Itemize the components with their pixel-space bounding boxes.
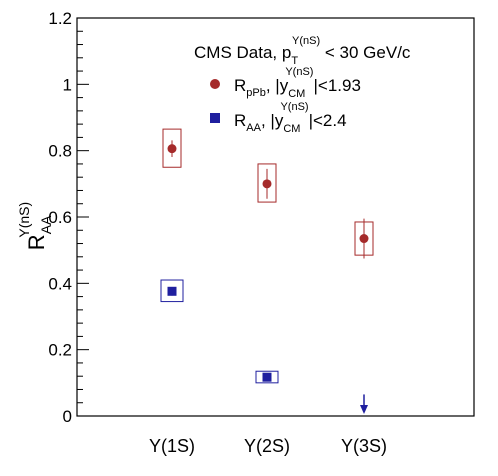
- x-tick-label: Υ(2S): [244, 436, 290, 456]
- legend-1-a-sub: AA: [246, 122, 261, 134]
- chart-title-prefix: CMS Data, p: [194, 43, 291, 62]
- syst-error-box: [257, 163, 277, 203]
- legend-0-b-sub: CM: [288, 88, 305, 100]
- y-tick-label: 0.2: [48, 341, 72, 360]
- legend-1-b-sup: Υ(nS): [280, 101, 308, 113]
- legend-marker-square: [210, 113, 220, 123]
- legend-0-a: R: [234, 76, 246, 95]
- data-point-circle: [359, 234, 369, 244]
- data-point-square: [167, 286, 177, 296]
- x-tick-label: Υ(3S): [341, 436, 387, 456]
- syst-error-box: [255, 370, 279, 384]
- upper-limit-arrow-head: [360, 405, 368, 414]
- data-point-square: [262, 372, 272, 382]
- legend-1-c: |<2.4: [309, 111, 347, 130]
- legend-0-b-sup: Υ(nS): [285, 66, 313, 78]
- legend-0-b: , |y: [266, 76, 289, 95]
- syst-error-box: [162, 128, 182, 168]
- y-tick-label: 1.2: [48, 9, 72, 28]
- legend-entry-1: RAA, |yCM Υ(nS)|<2.4: [234, 101, 347, 135]
- legend-entry-0: RpPb, |yCM Υ(nS)|<1.93: [234, 66, 361, 100]
- syst-error-box: [160, 279, 184, 303]
- data-marks: [160, 128, 374, 414]
- x-axis: Υ(1S) Υ(2S) Υ(3S): [149, 436, 387, 456]
- chart-title-sub: T: [291, 55, 298, 67]
- legend-marker-circle: [210, 79, 220, 89]
- data-point-circle: [262, 179, 272, 189]
- y-tick-label: 0.4: [48, 274, 72, 293]
- y-tick-label: 0: [63, 407, 72, 426]
- y-axis-label: RAA Υ(nS): [16, 202, 54, 250]
- chart-title-sup: Υ(nS): [292, 35, 320, 47]
- y-axis-label-sup: Υ(nS): [16, 202, 32, 238]
- y-axis: 0 0.2 0.4 0.6 0.8 1 1.2: [48, 9, 89, 426]
- y-tick-label: 0.8: [48, 142, 72, 161]
- legend-0-a-sub: pPb: [246, 87, 266, 99]
- x-tick-label: Υ(1S): [149, 436, 195, 456]
- legend-0-c: |<1.93: [313, 76, 360, 95]
- chart-title-suffix: < 30 GeV/c: [320, 43, 411, 62]
- legend: CMS Data, pTΥ(nS) < 30 GeV/c RpPb, |yCMΥ…: [194, 35, 411, 135]
- legend-1-b-sub: CM: [283, 123, 300, 135]
- y-tick-label: 1: [63, 75, 72, 94]
- legend-1-b: , |y: [261, 111, 284, 130]
- data-point-circle: [167, 144, 177, 154]
- y-axis-label-base: R: [24, 234, 49, 250]
- legend-1-a: R: [234, 111, 246, 130]
- chart-title: CMS Data, pT Υ(nS) < 30 GeV/c: [194, 35, 411, 67]
- y-tick-label: 0.6: [48, 208, 72, 227]
- y-axis-label-sub: AA: [38, 215, 54, 234]
